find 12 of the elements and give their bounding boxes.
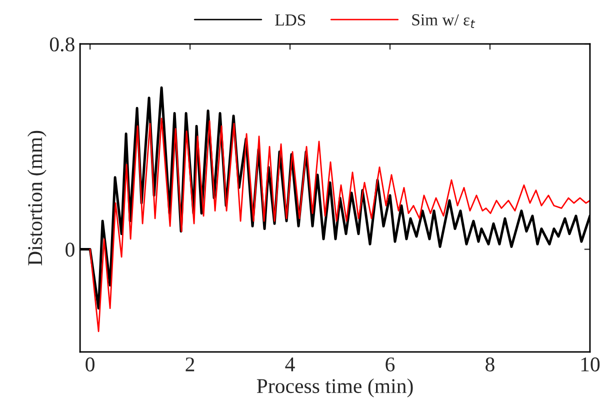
x-tick-label: 2 [186,357,194,372]
y-tick-label: 0.8 [50,37,74,52]
line-series [89,118,590,332]
x-tick-label: 4 [285,358,295,372]
x-axis-title: Process time (min) [256,378,413,398]
x-tick-label: 0 [86,357,94,372]
legend-label: Sim w/ ε$_{t}$ [412,14,476,28]
x-tick-label: 8 [486,357,494,372]
legend-label: LDS [275,14,306,26]
x-tick-label: 10 [581,357,600,372]
x-tick-label: 6 [386,357,395,372]
y-axis-title: Distortion (mm) [27,130,46,266]
